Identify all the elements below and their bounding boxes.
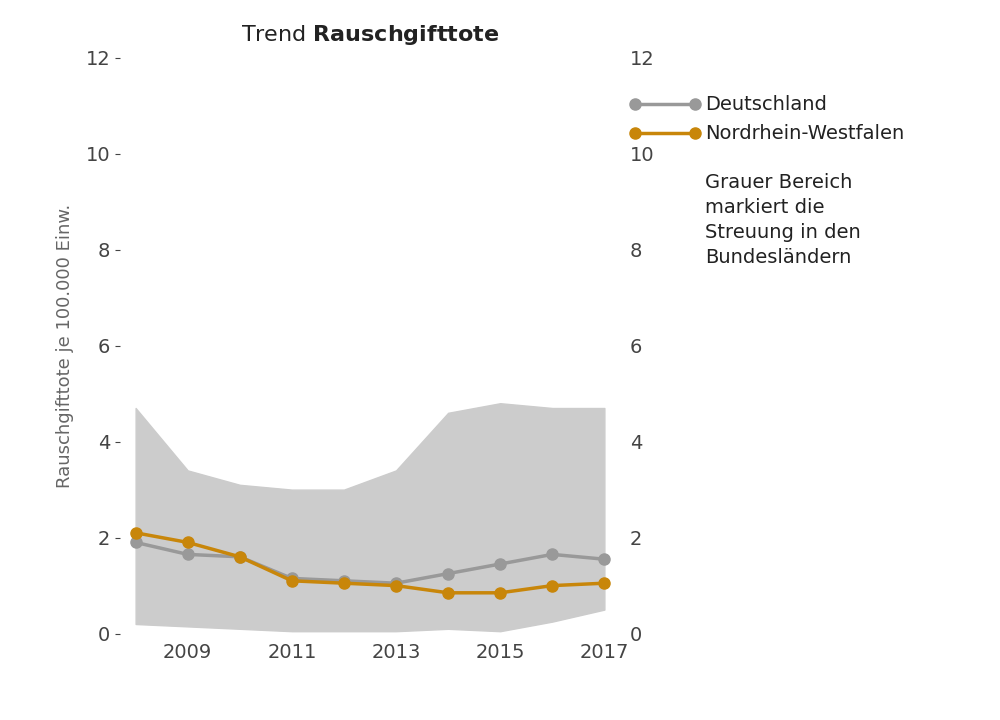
Text: Grauer Bereich
markiert die
Streuung in den
Bundesländern: Grauer Bereich markiert die Streuung in … <box>705 173 861 267</box>
Text: Nordrhein-Westfalen: Nordrhein-Westfalen <box>705 124 904 143</box>
Title: Trend $\bf{Rauschgifttote}$: Trend $\bf{Rauschgifttote}$ <box>241 23 499 47</box>
Y-axis label: Rauschgifttote je 100.000 Einw.: Rauschgifttote je 100.000 Einw. <box>56 204 74 487</box>
Text: Deutschland: Deutschland <box>705 95 827 114</box>
